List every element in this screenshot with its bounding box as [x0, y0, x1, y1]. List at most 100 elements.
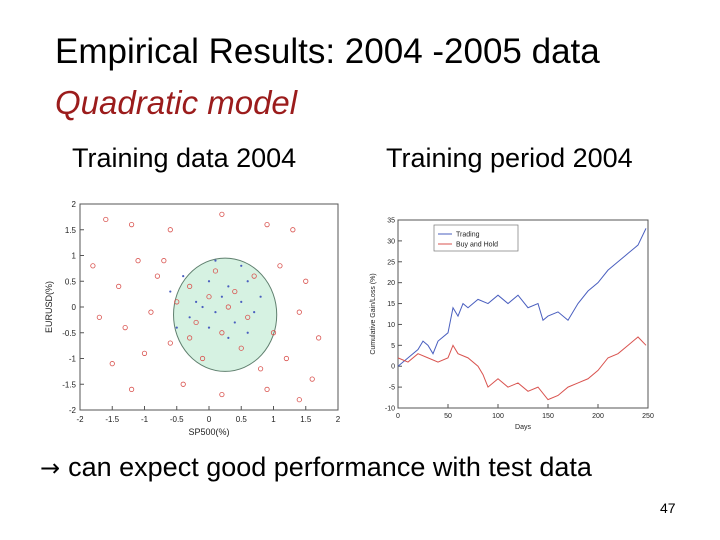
y-tick-label: 1 — [72, 252, 77, 261]
scatter-point-dot — [195, 300, 198, 303]
conclusion-text-row: → can expect good performance with test d… — [40, 450, 592, 485]
scatter-point-circle — [154, 273, 161, 279]
scatter-point-circle — [316, 335, 322, 341]
y-axis-label: EURUSD(%) — [44, 281, 54, 333]
y-tick-label: 20 — [387, 280, 395, 287]
y-tick-label: -1.5 — [62, 380, 76, 389]
scatter-point-circle — [219, 211, 225, 217]
conclusion-text: can expect good performance with test da… — [68, 452, 592, 482]
scatter-point-dot — [227, 285, 230, 288]
y-axis-label: Cumulative Gain/Loss (%) — [370, 273, 377, 354]
legend-label: Trading — [456, 232, 480, 239]
scatter-point-circle — [296, 309, 302, 315]
scatter-point-dot — [227, 336, 230, 339]
x-tick-label: 150 — [542, 413, 554, 420]
x-tick-label: 0 — [207, 415, 212, 424]
scatter-point-circle — [103, 216, 109, 223]
page-number: 47 — [660, 500, 676, 516]
scatter-point-circle — [96, 314, 102, 320]
scatter-point-circle — [232, 288, 238, 295]
scatter-point-circle — [90, 263, 96, 269]
scatter-point-circle — [238, 345, 244, 351]
y-tick-label: 0 — [72, 303, 77, 312]
right-panel-label: Training period 2004 — [386, 143, 633, 173]
series-line-buy-and-hold — [397, 336, 647, 401]
scatter-point-dot — [207, 326, 211, 329]
y-tick-label: -5 — [389, 385, 395, 392]
scatter-point-circle — [129, 386, 135, 392]
scatter-point-circle — [187, 335, 193, 341]
scatter-point-circle — [219, 391, 225, 398]
line-chart: 0 50 100 150 200 250 35 30 25 20 15 10 5 0 -5 -10 Days Cu… — [366, 212, 666, 432]
scatter-point-circle — [199, 355, 206, 362]
scatter-point-dot — [220, 295, 223, 298]
scatter-point-circle — [174, 299, 180, 305]
scatter-point-dot — [214, 259, 217, 262]
scatter-point-circle — [161, 258, 167, 264]
scatter-point-dot — [214, 311, 217, 314]
scatter-point-dot — [201, 305, 204, 309]
x-tick-label: -2 — [76, 415, 84, 424]
right-arrow-icon: → — [40, 454, 61, 482]
scatter-point-circle — [129, 221, 135, 228]
x-tick-label: 2 — [336, 415, 341, 424]
x-tick-label: -0.5 — [170, 415, 184, 424]
scatter-chart-svg: -2 -1.5 -1 -0.5 0 0.5 1 1.5 2 -2 -1.5 -1 -0.5 0 0.5 1 1.… — [44, 200, 341, 437]
scatter-point-circle — [109, 361, 115, 367]
x-tick-label: 50 — [444, 413, 452, 420]
y-tick-label: 0.5 — [65, 277, 77, 286]
slide-subtitle: Quadratic model — [55, 84, 298, 121]
scatter-point-dot — [240, 264, 243, 267]
scatter-point-dot — [259, 295, 262, 298]
scatter-point-circle — [245, 314, 251, 320]
legend-label: Buy and Hold — [456, 242, 498, 249]
scatter-point-circle — [290, 227, 296, 233]
x-tick-label: 1.5 — [300, 415, 312, 424]
scatter-point-circle — [303, 278, 309, 284]
scatter-point-circle — [187, 283, 193, 290]
y-tick-label: -1 — [69, 355, 77, 364]
scatter-point-circle — [167, 227, 173, 233]
decision-region-ellipse — [173, 257, 278, 372]
y-tick-label: 5 — [391, 343, 395, 350]
scatter-point-circle — [141, 350, 148, 356]
scatter-point-dot — [253, 311, 256, 314]
scatter-point-dot — [246, 331, 249, 334]
y-tick-label: 2 — [72, 200, 77, 209]
scatter-point-circle — [122, 325, 128, 331]
slide-title: Empirical Results: 2004 -2005 data — [55, 32, 600, 71]
y-tick-label: 1.5 — [65, 226, 77, 235]
scatter-point-circle — [148, 309, 154, 315]
line-chart-svg: 0 50 100 150 200 25035302520151050-5-10DaysCu… — [370, 218, 654, 432]
x-tick-label: 200 — [592, 413, 604, 420]
scatter-point-circle — [283, 355, 289, 362]
y-tick-label: 35 — [387, 218, 395, 225]
scatter-point-dot — [233, 321, 236, 324]
y-tick-label: 15 — [387, 301, 395, 308]
scatter-chart: -2 -1.5 -1 -0.5 0 0.5 1 1.5 2 -2 -1.5 -1 -0.5 0 0.5 1 1.… — [40, 196, 358, 440]
left-panel-label: Training data 2004 — [72, 143, 297, 173]
scatter-point-circle — [193, 319, 199, 326]
x-tick-label: 1 — [271, 415, 276, 424]
scatter-point-circle — [180, 381, 186, 387]
scatter-point-circle — [206, 294, 212, 300]
scatter-point-circle — [277, 263, 283, 269]
scatter-point-circle — [264, 221, 270, 228]
scatter-point-circle — [225, 304, 231, 310]
scatter-point-dot — [169, 290, 172, 293]
y-tick-label: 30 — [387, 238, 395, 245]
x-tick-label: 0 — [396, 413, 400, 420]
scatter-point-circle — [219, 330, 225, 336]
scatter-point-circle — [264, 386, 270, 392]
legend-box — [433, 224, 519, 252]
scatter-point-circle — [212, 268, 219, 274]
x-tick-label: 250 — [642, 413, 654, 420]
scatter-point-dot — [182, 275, 185, 278]
x-tick-label: 0.5 — [236, 415, 248, 424]
y-tick-label: -2 — [69, 406, 77, 415]
y-tick-label: -10 — [385, 406, 395, 413]
y-tick-label: 10 — [387, 322, 395, 329]
scatter-point-dot — [246, 280, 249, 283]
scatter-point-dot — [175, 326, 178, 329]
scatter-point-dot — [207, 280, 211, 283]
